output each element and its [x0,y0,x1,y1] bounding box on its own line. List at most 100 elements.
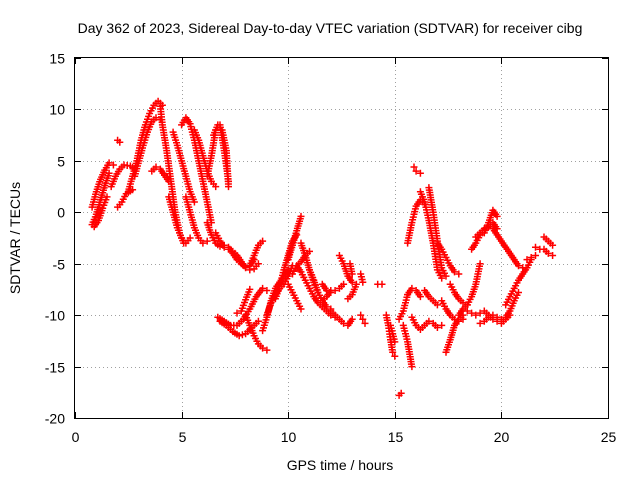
data-point [527,254,535,261]
data-point [254,260,262,268]
x-tick-label: 15 [388,429,404,445]
data-point [235,332,243,340]
data-point [433,324,441,331]
data-point [340,280,348,288]
data-point [259,284,267,292]
x-tick-label: 0 [72,429,80,445]
x-tick-label: 10 [281,429,297,445]
data-point [352,280,360,288]
data-point [348,270,356,278]
series-t48 [408,313,433,333]
data-point [306,247,313,255]
series-t19 [212,229,262,274]
data-point [476,319,484,327]
series-t45 [395,291,412,323]
data-point [410,163,418,171]
y-tick-label: 15 [49,51,65,67]
data-point [476,309,484,317]
series-t59 [455,260,484,319]
series-t49 [410,163,424,177]
data-point [523,256,531,264]
data-point [246,285,254,293]
data-point [549,252,557,259]
data-point [297,212,305,220]
series-t05 [114,186,137,211]
data-point [103,193,111,201]
data-point [323,303,331,311]
series-t20 [246,237,267,270]
data-point [297,305,305,313]
data-point [472,311,480,319]
series-t38 [346,260,356,278]
series-t17 [210,121,232,191]
data-point [212,183,220,191]
data-point [438,274,446,282]
series-t65 [476,289,522,327]
data-point [225,183,232,191]
series-t66 [502,256,535,309]
data-point [233,309,241,317]
series-t37 [344,280,360,303]
data-point [408,363,416,371]
axis-ticks: 0 5 10 15 20 25 -20 -15 -10 -5 0 5 10 15 [45,51,617,446]
series-t67 [523,252,539,264]
data-point [361,319,369,327]
series-t24 [233,285,254,317]
data-point [378,280,386,288]
y-tick-label: -10 [45,308,65,324]
series-t06 [114,136,124,146]
data-point [416,293,424,301]
data-point [203,237,211,245]
x-tick-label: 5 [179,429,187,445]
y-tick-label: -20 [45,411,65,427]
data-point [416,169,424,177]
grid-lines [75,58,608,418]
series-t22 [216,317,262,340]
data-point [493,313,501,321]
y-tick-label: 0 [57,205,65,221]
series-t11 [165,193,194,247]
data-point [190,198,198,206]
series-t44 [395,389,405,399]
series-t41 [374,280,386,288]
data-point [357,311,365,319]
data-point [327,289,335,296]
data-point [359,315,367,323]
x-tick-label: 25 [601,429,617,445]
data-point [442,272,450,280]
series-t57 [442,311,467,356]
data-point [254,317,262,325]
y-tick-label: -15 [45,360,65,376]
data-point [515,262,522,270]
series-t03 [90,193,111,231]
data-point [242,264,250,272]
data-point [225,245,232,253]
plot-frame [74,57,609,419]
data-point [116,138,124,146]
data-point [259,344,267,352]
data-point [485,313,493,321]
data-point [348,315,356,323]
series-t35 [327,307,356,329]
series-t70 [540,245,557,259]
series-t01 [88,159,117,211]
series-t36 [335,252,356,286]
data-point [220,243,228,251]
series-t08 [131,114,164,180]
data-point [152,114,160,122]
data-point [463,307,471,315]
data-point [438,321,446,329]
data-point [515,289,522,296]
series-t39 [357,270,367,286]
series-t23 [242,311,271,354]
series-t12 [169,128,198,206]
data-point [152,163,160,171]
series-t68 [532,243,544,253]
series-t34 [318,280,348,296]
data-point [331,287,339,294]
data-point [186,234,194,242]
data-point [105,159,113,167]
data-point [263,287,271,294]
y-tick-label: 10 [49,102,65,118]
